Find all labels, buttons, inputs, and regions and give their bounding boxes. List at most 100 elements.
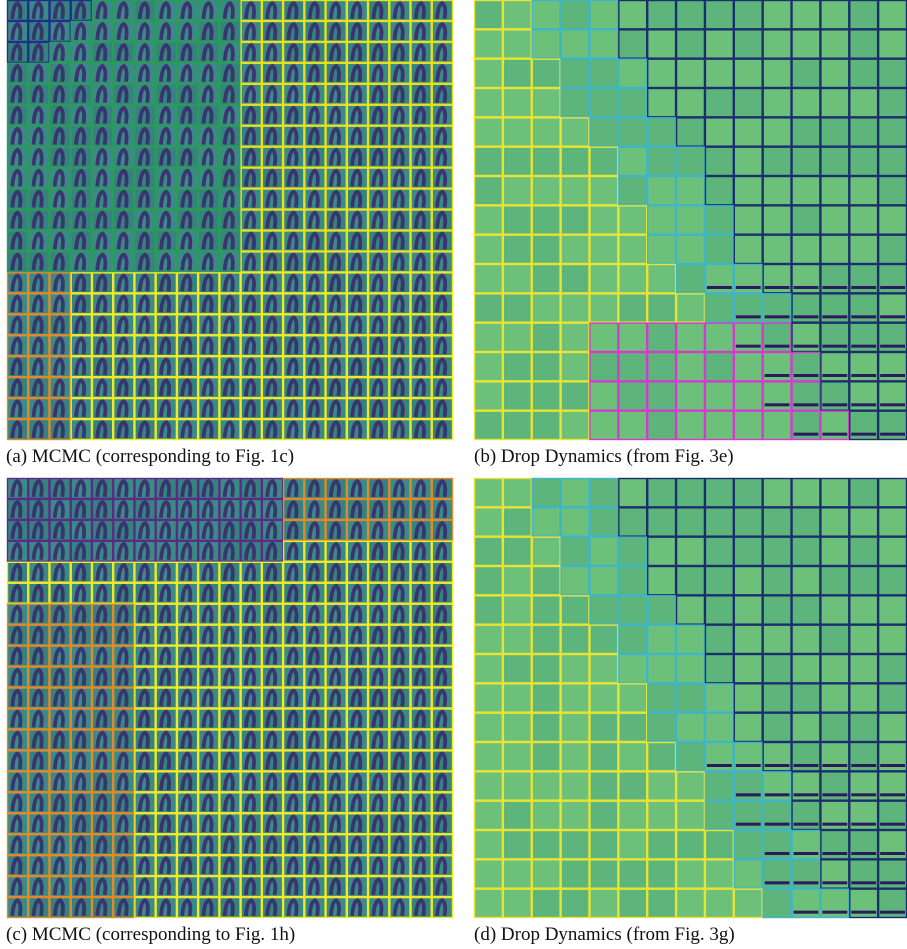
caption: (c) MCMC (corresponding to Fig. 1h) <box>6 924 296 945</box>
tile-pattern <box>95 63 108 83</box>
tile-pattern <box>822 403 848 407</box>
image-tile <box>877 87 907 118</box>
image-tile <box>589 410 619 441</box>
image-tile <box>704 322 735 353</box>
tile-pattern <box>95 22 108 41</box>
tile-pattern <box>371 730 384 749</box>
tile-pattern <box>413 378 426 397</box>
tile-pattern <box>201 315 214 334</box>
image-tile <box>675 29 706 59</box>
image-tile <box>877 117 907 147</box>
image-tile <box>560 29 590 59</box>
image-tile <box>560 741 590 772</box>
tile-pattern <box>265 84 278 103</box>
image-tile <box>473 351 504 382</box>
tile-pattern <box>350 730 363 749</box>
image-tile <box>647 624 677 655</box>
image-tile <box>877 712 907 743</box>
tile-pattern <box>244 231 256 250</box>
tile-pattern <box>52 520 65 540</box>
tile-pattern <box>371 357 384 376</box>
image-tile <box>473 829 504 860</box>
tile-pattern <box>286 315 299 334</box>
image-tile <box>704 507 735 537</box>
tile-pattern <box>413 210 426 229</box>
tile-pattern <box>10 315 23 334</box>
tile-pattern <box>307 562 320 581</box>
tile-pattern <box>52 84 65 103</box>
image-tile <box>877 653 907 684</box>
tile-pattern <box>180 315 193 334</box>
image-tile <box>560 234 590 265</box>
image-tile <box>473 653 504 684</box>
image-tile <box>502 565 532 596</box>
tile-pattern <box>265 315 278 334</box>
tile-pattern <box>95 168 108 187</box>
tile-pattern <box>52 189 65 208</box>
tile-pattern <box>10 252 23 271</box>
tile-pattern <box>52 420 65 439</box>
tile-pattern <box>371 420 384 439</box>
tile-pattern <box>222 562 235 581</box>
tile-pattern <box>265 793 278 812</box>
tile-pattern <box>265 294 278 313</box>
tile-pattern <box>52 273 65 292</box>
tile-pattern <box>371 856 384 875</box>
image-tile <box>849 683 879 713</box>
tile-pattern <box>371 898 384 917</box>
tile-pattern <box>180 688 193 707</box>
tile-pattern <box>286 709 299 728</box>
tile-pattern <box>307 420 320 439</box>
tile-pattern <box>435 667 448 686</box>
tile-pattern <box>31 688 44 707</box>
image-tile <box>589 381 619 411</box>
tile-pattern <box>371 835 384 854</box>
image-tile <box>589 859 619 889</box>
image-tile <box>675 351 706 382</box>
image-tile <box>531 0 561 30</box>
tile-pattern <box>159 667 172 686</box>
tile-pattern <box>265 751 278 770</box>
tile-pattern <box>307 856 320 875</box>
tile-pattern <box>74 814 87 833</box>
tile-pattern <box>201 835 214 854</box>
tile-pattern <box>244 730 256 749</box>
image-tile <box>502 29 532 59</box>
tile-pattern <box>159 378 172 397</box>
tile-pattern <box>392 646 405 665</box>
tile-pattern <box>159 772 172 791</box>
tile-pattern <box>159 793 172 812</box>
image-tile <box>791 205 821 235</box>
tile-pattern <box>180 231 193 250</box>
tile-pattern <box>180 105 193 124</box>
tile-pattern <box>286 252 299 271</box>
tile-pattern <box>159 877 172 896</box>
image-tile <box>849 565 879 596</box>
tile-pattern <box>116 168 129 187</box>
image-tile <box>820 175 850 206</box>
tile-pattern <box>180 294 193 313</box>
tile-pattern <box>286 84 299 103</box>
tile-pattern <box>265 420 278 439</box>
tile-pattern <box>392 541 405 561</box>
image-tile <box>502 771 532 801</box>
image-tile <box>560 653 590 684</box>
tile-pattern <box>880 910 905 914</box>
tile-pattern <box>392 751 405 770</box>
tile-pattern <box>31 709 44 728</box>
tile-pattern <box>137 105 150 124</box>
tile-pattern <box>307 399 320 418</box>
image-tile <box>647 712 677 743</box>
image-tile <box>502 263 532 294</box>
image-tile <box>733 624 763 655</box>
image-tile <box>877 146 907 177</box>
image-tile <box>877 0 907 30</box>
tile-pattern <box>52 22 65 41</box>
tile-pattern <box>52 500 65 519</box>
tile-pattern <box>10 856 23 875</box>
image-tile <box>502 146 532 177</box>
tile-pattern <box>95 520 108 540</box>
tile-pattern <box>265 1 278 20</box>
tile-pattern <box>74 688 87 707</box>
tile-pattern <box>244 315 256 334</box>
